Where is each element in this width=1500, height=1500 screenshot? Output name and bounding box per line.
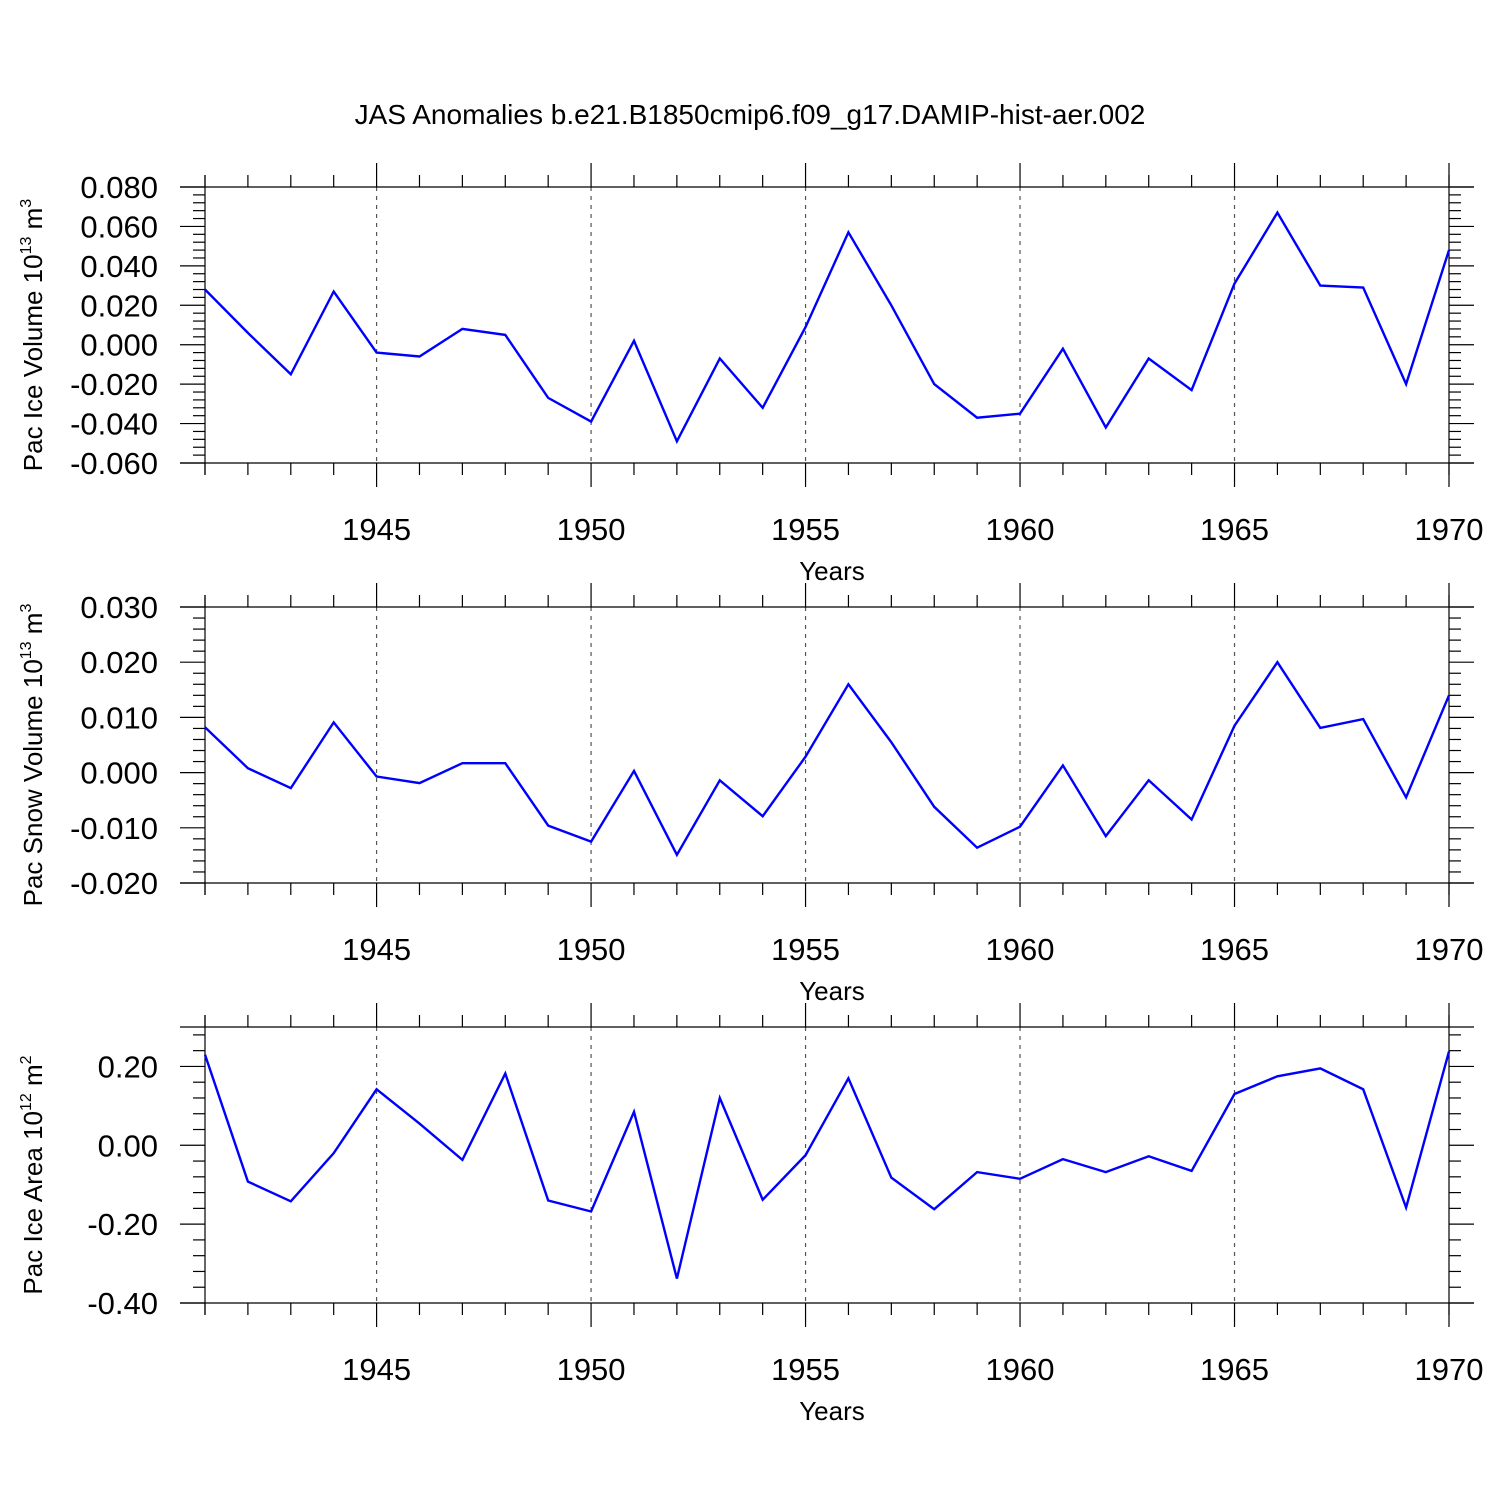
y-tick-label: -0.20 — [87, 1207, 158, 1242]
y-axis-title-unit-exponent: 2 — [18, 1055, 35, 1064]
x-tick-label: 1945 — [342, 512, 411, 547]
x-tick-label: 1945 — [342, 1352, 411, 1387]
y-axis-title: Pac Snow Volume 1013 m3 — [18, 604, 48, 907]
y-tick-label: 0.20 — [98, 1049, 158, 1084]
x-tick-label: 1950 — [557, 1352, 626, 1387]
y-axis-title-unit: m — [18, 208, 48, 237]
y-tick-label: -0.040 — [70, 407, 158, 442]
y-tick-label: -0.010 — [70, 811, 158, 846]
y-tick-label: 0.040 — [80, 249, 158, 284]
y-axis-title: Pac Ice Volume 1013 m3 — [18, 199, 48, 472]
x-tick-label: 1965 — [1200, 932, 1269, 967]
x-tick-label: 1950 — [557, 932, 626, 967]
y-axis-title-exponent: 13 — [18, 641, 35, 659]
y-axis-title-unit-exponent: 3 — [18, 199, 35, 208]
x-tick-label: 1965 — [1200, 512, 1269, 547]
series-line-ice-volume — [204, 210, 1451, 445]
x-tick-label: 1955 — [771, 932, 840, 967]
panel-ice-volume: -0.060 -0.040 -0.020 0.000 0.020 0.040 0.060 0.… — [18, 163, 1483, 586]
series-line-ice-area — [203, 1051, 1451, 1279]
series-line-snow-volume — [204, 660, 1451, 858]
y-axis-title-unit: m — [18, 613, 48, 642]
x-tick-label: 1960 — [986, 1352, 1055, 1387]
y-tick-label: 0.020 — [80, 288, 158, 323]
x-tick-label: 1955 — [771, 1352, 840, 1387]
y-tick-label: 0.000 — [80, 756, 158, 791]
x-axis-title: Years — [799, 1396, 865, 1426]
y-axis-title-exponent: 12 — [18, 1093, 35, 1111]
x-tick-label: 1950 — [557, 512, 626, 547]
x-tick-label: 1955 — [771, 512, 840, 547]
y-axis-title-unit-exponent: 3 — [18, 604, 35, 613]
y-tick-label: 0.060 — [80, 209, 158, 244]
y-tick-label: 0.080 — [80, 170, 158, 205]
x-tick-label: 1960 — [986, 932, 1055, 967]
x-tick-label: 1960 — [986, 512, 1055, 547]
x-tick-label: 1945 — [342, 932, 411, 967]
y-axis-title: Pac Ice Area 1012 m2 — [18, 1055, 48, 1294]
y-axis-title-unit: m — [18, 1064, 48, 1093]
y-tick-label: -0.40 — [87, 1286, 158, 1321]
y-tick-label: 0.020 — [80, 645, 158, 680]
figure-title: JAS Anomalies b.e21.B1850cmip6.f09_g17.D… — [355, 99, 1146, 130]
y-tick-label: 0.000 — [80, 328, 158, 363]
y-tick-label: 0.030 — [80, 590, 158, 625]
y-axis-title-main: Pac Ice Volume 10 — [18, 254, 48, 471]
y-tick-label: 0.010 — [80, 700, 158, 735]
y-tick-label: 0.00 — [98, 1128, 158, 1163]
y-axis-title-main: Pac Snow Volume 10 — [18, 659, 48, 906]
panel-snow-volume: -0.020 -0.010 0.000 0.010 0.020 0.030 1945 1950… — [18, 583, 1483, 1006]
x-axis-title: Years — [799, 976, 865, 1006]
y-tick-label: -0.020 — [70, 866, 158, 901]
y-tick-label: -0.020 — [70, 367, 158, 402]
x-tick-label: 1965 — [1200, 1352, 1269, 1387]
x-tick-label: 1970 — [1415, 932, 1484, 967]
x-tick-label: 1970 — [1415, 1352, 1484, 1387]
panels-container: -0.060 -0.040 -0.020 0.000 0.020 0.040 0.060 0.… — [18, 163, 1483, 1426]
y-tick-label: -0.060 — [70, 446, 158, 481]
x-axis-title: Years — [799, 556, 865, 586]
panel-ice-area: -0.40 -0.20 0.00 0.20 1945 1950 1955 1960 1965 19… — [18, 1003, 1483, 1426]
y-axis-title-exponent: 13 — [18, 236, 35, 254]
y-axis-title-main: Pac Ice Area 10 — [18, 1111, 48, 1295]
x-tick-label: 1970 — [1415, 512, 1484, 547]
